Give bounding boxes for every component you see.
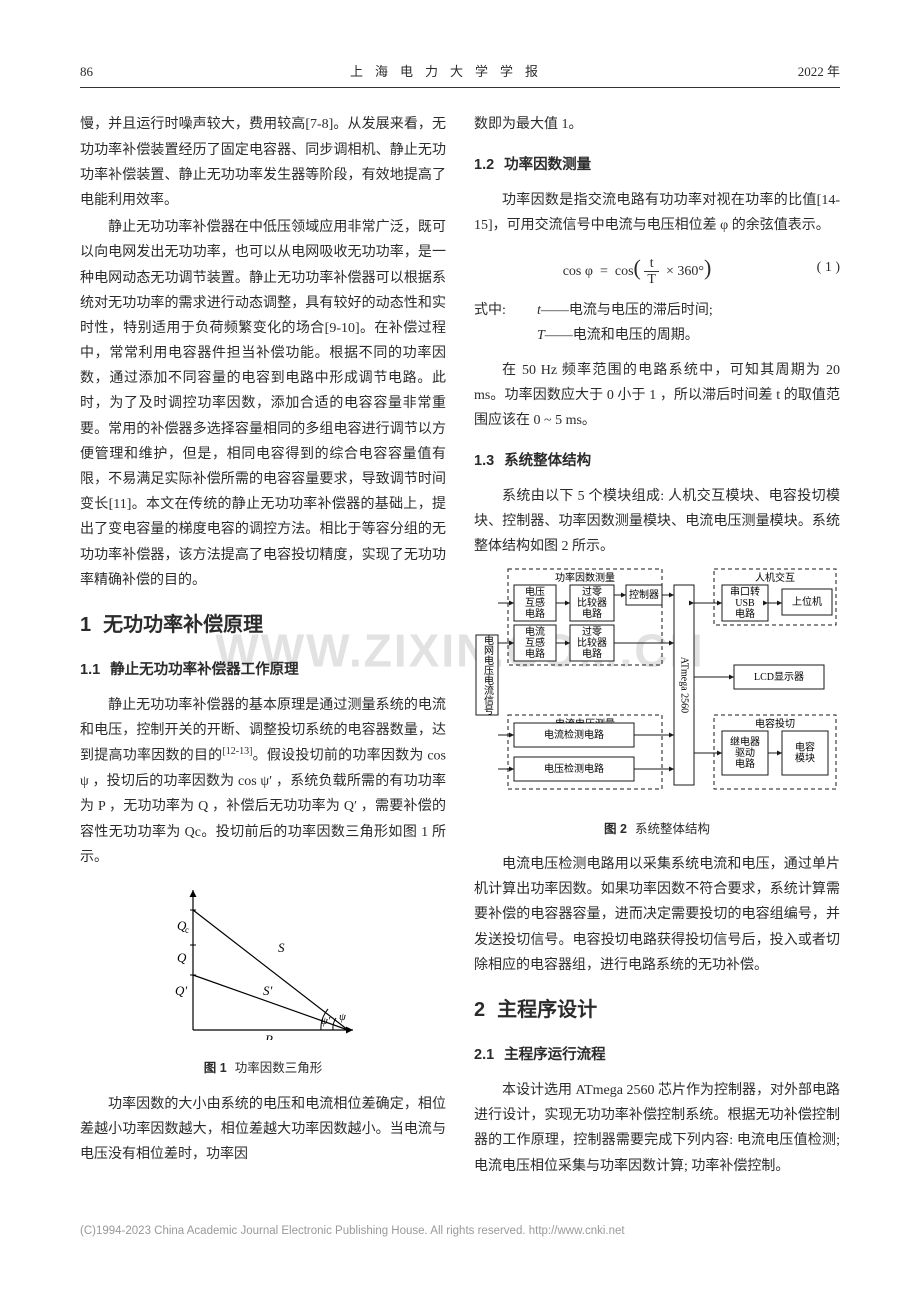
- svg-text:上位机: 上位机: [792, 595, 822, 608]
- def-dash: ——: [545, 328, 573, 343]
- def-text: 电流和电压的周期。: [573, 328, 699, 343]
- section-heading-1-1: 1.1 静止无功功率补偿器工作原理: [80, 657, 446, 683]
- section-num: 2: [474, 999, 485, 1021]
- para: 静止无功功率补偿器的基本原理是通过测量系统的电流和电压，控制开关的开断、调整投切…: [80, 693, 446, 870]
- svg-text:电路: 电路: [582, 607, 602, 620]
- page-footer: (C)1994-2023 China Academic Journal Elec…: [80, 1221, 840, 1242]
- section-title: 功率因数测量: [504, 157, 591, 173]
- fig-label: 图 2: [604, 822, 627, 836]
- svg-text:比较器: 比较器: [577, 636, 607, 649]
- fig1-label-P: P: [264, 1032, 273, 1040]
- journal-title: 上海电力大学学报: [140, 60, 760, 83]
- page-year: 2022 年: [760, 60, 840, 83]
- para: 电流电压检测电路用以采集系统电流和电压，通过单片机计算出功率因数。如果功率因数不…: [474, 852, 840, 978]
- svg-text:串口转: 串口转: [730, 585, 760, 598]
- svg-text:电路: 电路: [735, 607, 755, 620]
- text: 。假设投切前的功率因数为 cos ψ ，投切后的功率因数为 cos ψ′ ，系统…: [80, 749, 446, 865]
- section-title: 主程序运行流程: [504, 1047, 606, 1063]
- figure-2: 电网电压电流信号功率因数测量人机交互电流电压测量电容投切电压互感电路过零比较器电…: [474, 565, 840, 809]
- section-heading-1: 1 无功功率补偿原理: [80, 607, 446, 643]
- figure-1-caption: 图 1 功率因数三角形: [80, 1057, 446, 1080]
- fig1-label-Qp: Q′: [175, 983, 187, 998]
- eq-frac-n: t: [644, 256, 659, 272]
- def-text: 电流与电压的滞后时间;: [569, 303, 713, 318]
- section-heading-1-2: 1.2 功率因数测量: [474, 152, 840, 178]
- def-dash: ——: [541, 303, 569, 318]
- section-heading-2-1: 2.1 主程序运行流程: [474, 1042, 840, 1068]
- def-sym: T: [537, 328, 545, 343]
- para: 静止无功功率补偿器在中低压领域应用非常广泛，既可以向电网发出无功功率，也可以从电…: [80, 215, 446, 593]
- section-title: 无功功率补偿原理: [103, 614, 263, 636]
- fig1-label-Sp: S′: [263, 983, 273, 998]
- svg-text:电网电压电流信号: 电网电压电流信号: [482, 634, 494, 716]
- page-number: 86: [80, 60, 140, 83]
- section-num: 1.2: [474, 157, 494, 173]
- svg-text:电路: 电路: [525, 647, 545, 660]
- cite: [12-13]: [222, 746, 252, 757]
- section-title: 静止无功功率补偿器工作原理: [110, 662, 299, 678]
- svg-text:比较器: 比较器: [577, 596, 607, 609]
- section-heading-1-3: 1.3 系统整体结构: [474, 448, 840, 474]
- para: 功率因数的大小由系统的电压和电流相位差确定，相位差越小功率因数越大，相位差越大功…: [80, 1092, 446, 1168]
- eq-number: ( 1 ): [800, 255, 840, 280]
- section-num: 2.1: [474, 1047, 494, 1063]
- svg-text:人机交互: 人机交互: [755, 571, 795, 584]
- svg-text:互感: 互感: [525, 596, 545, 609]
- svg-text:过零: 过零: [582, 625, 602, 638]
- svg-text:电压检测电路: 电压检测电路: [544, 762, 604, 775]
- section-title: 主程序设计: [497, 999, 597, 1021]
- svg-text:电路: 电路: [735, 757, 755, 770]
- svg-text:电路: 电路: [582, 647, 602, 660]
- svg-text:驱动: 驱动: [735, 747, 755, 759]
- fig-label: 图 1: [204, 1061, 227, 1075]
- fig1-label-psi: ψ: [339, 1011, 346, 1023]
- eq-cos: cos: [615, 264, 634, 279]
- svg-text:电压: 电压: [525, 585, 545, 598]
- figure-1: Qc Q Q′ S S′ P ψ′ ψ: [80, 880, 446, 1049]
- svg-text:电容: 电容: [795, 741, 815, 754]
- para: 系统由以下 5 个模块组成: 人机交互模块、电容投切模块、控制器、功率因数测量模…: [474, 484, 840, 560]
- para: 慢，并且运行时噪声较大，费用较高[7-8]。从发展来看，无功功率补偿装置经历了固…: [80, 112, 446, 213]
- section-num: 1.3: [474, 453, 494, 469]
- para: 数即为最大值 1。: [474, 112, 840, 137]
- para: 本设计选用 ATmega 2560 芯片作为控制器，对外部电路进行设计，实现无功…: [474, 1078, 840, 1179]
- svg-text:c: c: [185, 925, 189, 935]
- figure-2-caption: 图 2 系统整体结构: [474, 818, 840, 841]
- svg-text:控制器: 控制器: [629, 588, 659, 601]
- section-title: 系统整体结构: [504, 453, 591, 469]
- equation-1: cos φ = cos( tT × 360°) ( 1 ): [474, 248, 840, 288]
- left-column: 慢，并且运行时噪声较大，费用较高[7-8]。从发展来看，无功功率补偿装置经历了固…: [80, 112, 446, 1180]
- para: 在 50 Hz 频率范围的电路系统中，可知其周期为 20 ms。功率因数应大于 …: [474, 358, 840, 434]
- section-num: 1.1: [80, 662, 100, 678]
- fig1-label-S: S: [278, 940, 285, 955]
- page-header: 86 上海电力大学学报 2022 年: [80, 60, 840, 88]
- svg-text:电流: 电流: [525, 625, 545, 638]
- section-num: 1: [80, 614, 91, 636]
- right-column: 数即为最大值 1。 1.2 功率因数测量 功率因数是指交流电路有功功率对视在功率的…: [474, 112, 840, 1180]
- svg-text:电容投切: 电容投切: [755, 717, 795, 730]
- svg-text:USB: USB: [735, 598, 755, 609]
- svg-text:ATmega 2560: ATmega 2560: [679, 657, 690, 713]
- section-heading-2: 2 主程序设计: [474, 992, 840, 1028]
- fig-text: 功率因数三角形: [235, 1061, 323, 1075]
- fig-text: 系统整体结构: [635, 822, 710, 836]
- svg-text:功率因数测量: 功率因数测量: [555, 571, 615, 584]
- svg-text:LCD显示器: LCD显示器: [754, 671, 804, 683]
- eq-lhs: cos φ: [563, 264, 593, 279]
- equation-definitions: 式中: t——电流与电压的滞后时间; T——电流和电压的周期。: [474, 298, 840, 348]
- svg-text:继电器: 继电器: [730, 735, 760, 748]
- eq-tail: × 360°: [666, 264, 704, 279]
- svg-text:过零: 过零: [582, 585, 602, 598]
- svg-text:模块: 模块: [795, 753, 815, 765]
- svg-text:互感: 互感: [525, 636, 545, 649]
- fig1-label-Q: Q: [177, 950, 187, 965]
- eq-frac-d: T: [644, 272, 659, 287]
- fig1-label-psip: ψ′: [321, 1015, 331, 1027]
- svg-text:电路: 电路: [525, 607, 545, 620]
- para: 功率因数是指交流电路有功功率对视在功率的比值[14-15]，可用交流信号中电流与…: [474, 188, 840, 238]
- svg-text:电流检测电路: 电流检测电路: [544, 728, 604, 741]
- def-prefix: 式中:: [474, 298, 537, 323]
